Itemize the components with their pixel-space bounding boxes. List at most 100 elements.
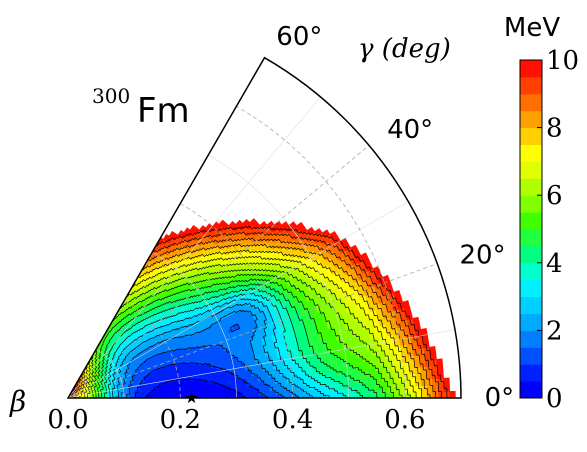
colorbar-segment xyxy=(520,297,542,314)
energy-cell xyxy=(270,391,276,395)
energy-cell xyxy=(376,376,382,382)
beta-tick-label: 0.0 xyxy=(47,405,88,435)
energy-cell xyxy=(332,384,338,389)
energy-cell xyxy=(394,392,400,398)
colorbar-segment xyxy=(520,212,542,229)
energy-cell xyxy=(365,377,371,383)
colorbar-segment xyxy=(520,145,542,162)
colorbar-segment xyxy=(520,381,542,398)
nucleus-mass-number: 300 xyxy=(92,84,130,108)
energy-cell xyxy=(303,377,309,382)
energy-cell xyxy=(414,361,420,368)
energy-cell xyxy=(326,389,332,394)
energy-cell xyxy=(320,385,326,390)
colorbar-segment xyxy=(520,364,542,381)
energy-cell xyxy=(337,374,343,379)
colorbar-segment xyxy=(520,128,542,145)
colorbar-tick-label: 6 xyxy=(546,181,563,211)
energy-cell xyxy=(287,386,293,390)
colorbar-tick-label: 10 xyxy=(546,46,579,76)
energy-cell xyxy=(382,387,388,393)
energy-cell xyxy=(320,380,326,385)
energy-cell xyxy=(416,392,422,398)
energy-cell xyxy=(399,386,405,392)
colorbar-segment xyxy=(520,195,542,212)
energy-cell xyxy=(353,373,359,378)
energy-cell xyxy=(433,385,439,392)
colorbar-segment xyxy=(520,111,542,128)
energy-cell xyxy=(386,364,392,370)
energy-cell xyxy=(366,393,372,398)
energy-cell xyxy=(342,369,348,374)
colorbar-tick-label: 8 xyxy=(546,114,563,144)
energy-cell xyxy=(275,387,281,391)
colorbar-tick-label: 0 xyxy=(546,384,563,414)
energy-cell xyxy=(375,360,381,366)
energy-cell xyxy=(354,393,360,398)
energy-cell xyxy=(370,371,376,377)
colorbar-segment xyxy=(520,347,542,364)
energy-cell xyxy=(404,368,410,374)
energy-cell xyxy=(438,385,444,392)
energy-cell xyxy=(348,383,354,388)
colorbar-segment xyxy=(520,77,542,94)
energy-cell xyxy=(309,381,315,386)
energy-cell xyxy=(388,392,394,398)
energy-cell xyxy=(409,362,415,369)
nucleus-element-symbol: Fm xyxy=(137,91,190,131)
beta-tick-label: 0.2 xyxy=(160,405,201,435)
energy-cell xyxy=(422,392,428,398)
energy-cell xyxy=(331,375,337,380)
energy-cell xyxy=(292,390,298,394)
energy-cell xyxy=(450,391,456,398)
energy-cell xyxy=(377,387,383,393)
energy-cell xyxy=(264,387,270,391)
energy-cell xyxy=(382,381,388,387)
gamma-tick-label: 40° xyxy=(387,115,433,145)
colorbar-segment xyxy=(520,280,542,297)
energy-cell xyxy=(253,391,259,395)
energy-cell xyxy=(403,301,410,308)
colorbar-segment xyxy=(520,330,542,347)
nucleus-label: 300 Fm xyxy=(92,84,190,131)
energy-cell xyxy=(426,373,432,380)
energy-cell xyxy=(410,392,416,398)
gamma-tick-label: 0° xyxy=(485,383,515,413)
energy-cell xyxy=(342,378,348,383)
colorbar-tick-label: 2 xyxy=(546,316,563,346)
energy-cell xyxy=(432,366,438,373)
energy-cell xyxy=(371,393,377,398)
energy-cell xyxy=(381,370,387,376)
colorbar-segment xyxy=(520,178,542,195)
gamma-axis-title: γ (deg) xyxy=(358,34,451,64)
energy-cell xyxy=(421,373,427,380)
energy-cell xyxy=(419,354,425,361)
colorbar-segment xyxy=(520,229,542,246)
energy-cell xyxy=(298,382,304,386)
energy-field xyxy=(68,219,455,398)
energy-cell xyxy=(393,375,399,381)
energy-cell xyxy=(315,385,321,390)
colorbar-segment xyxy=(520,246,542,263)
energy-cell xyxy=(359,372,365,378)
energy-cell xyxy=(242,392,248,395)
energy-cell xyxy=(415,373,421,380)
colorbar xyxy=(520,60,542,399)
beta-tick-label: 0.4 xyxy=(272,405,313,435)
energy-cell xyxy=(403,362,409,368)
colorbar-segment xyxy=(520,94,542,111)
energy-cell xyxy=(427,385,433,391)
energy-cell xyxy=(363,361,369,367)
energy-cell xyxy=(388,381,394,387)
energy-cell xyxy=(298,390,304,394)
beta-axis-title: β xyxy=(9,385,26,418)
beta-tick-label: 0.6 xyxy=(384,405,425,435)
energy-cell xyxy=(365,382,371,388)
energy-cell xyxy=(410,380,416,386)
energy-cell xyxy=(348,378,354,383)
colorbar-segment xyxy=(520,263,542,280)
energy-cell xyxy=(343,388,349,393)
